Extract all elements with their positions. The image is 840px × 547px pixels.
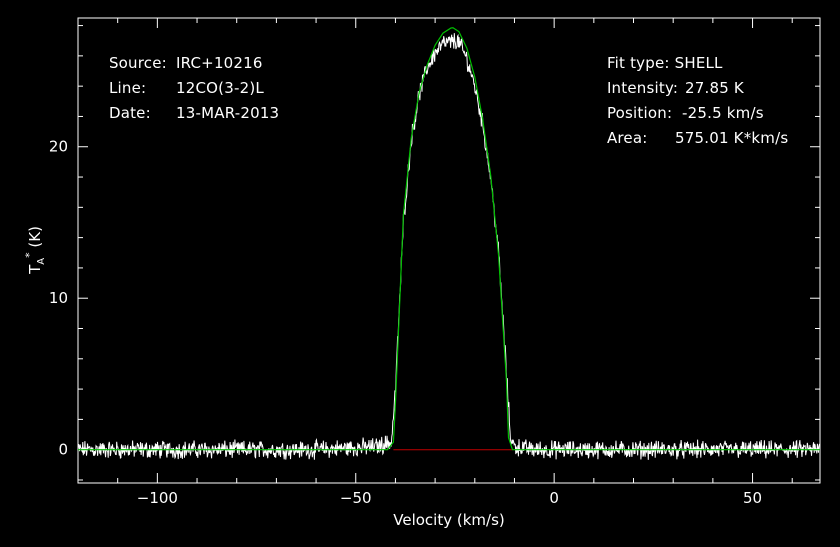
x-tick-label: −50 bbox=[340, 489, 372, 507]
annotation-value: 27.85 K bbox=[685, 79, 744, 97]
annotation-label: Position: bbox=[606, 104, 673, 122]
annotation-date: Date: 13-MAR-2013 bbox=[99, 86, 279, 122]
x-tick-label: 50 bbox=[743, 489, 762, 507]
annotation-line: Line: 12CO(3-2)L bbox=[99, 61, 264, 97]
annotation-value: -25.5 km/s bbox=[682, 104, 764, 122]
annotation-value: IRC+10216 bbox=[176, 54, 263, 72]
x-axis-label: Velocity (km/s) bbox=[393, 511, 504, 529]
annotation-label: Intensity: bbox=[606, 79, 679, 97]
plot-frame bbox=[77, 17, 821, 484]
annotation-area: Area: 575.01 K*km/s bbox=[597, 111, 788, 147]
annotation-label: Line: bbox=[108, 79, 147, 97]
x-tick-label: −100 bbox=[137, 489, 178, 507]
annotation-fit-type: Fit type: SHELL bbox=[597, 36, 723, 72]
axis-ticks bbox=[77, 18, 820, 483]
annotation-source: Source: IRC+10216 bbox=[99, 36, 263, 72]
annotation-value: 12CO(3-2)L bbox=[176, 79, 264, 97]
annotation-value: 575.01 K*km/s bbox=[675, 129, 789, 147]
y-tick-label: 20 bbox=[49, 138, 68, 156]
svg-text:TA* (K): TA* (K) bbox=[23, 226, 47, 275]
observed-spectrum-line bbox=[77, 33, 820, 460]
y-tick-label: 10 bbox=[49, 289, 68, 307]
y-tick-label: 0 bbox=[58, 441, 68, 459]
axis-tick-labels: −100 −50 0 50 0 10 20 bbox=[49, 138, 762, 507]
annotation-value: SHELL bbox=[674, 54, 723, 72]
y-axis-label: TA* (K) bbox=[23, 226, 47, 275]
annotation-label: Area: bbox=[606, 129, 648, 147]
annotation-value: 13-MAR-2013 bbox=[176, 104, 280, 122]
annotation-label: Fit type: bbox=[606, 54, 670, 72]
annotation-label: Date: bbox=[108, 104, 151, 122]
shell-fit-line bbox=[78, 27, 820, 451]
annotation-intensity: Intensity: 27.85 K bbox=[597, 61, 744, 97]
annotation-position: Position: -25.5 km/s bbox=[597, 86, 764, 122]
x-tick-label: 0 bbox=[549, 489, 559, 507]
annotation-label: Source: bbox=[108, 54, 167, 72]
